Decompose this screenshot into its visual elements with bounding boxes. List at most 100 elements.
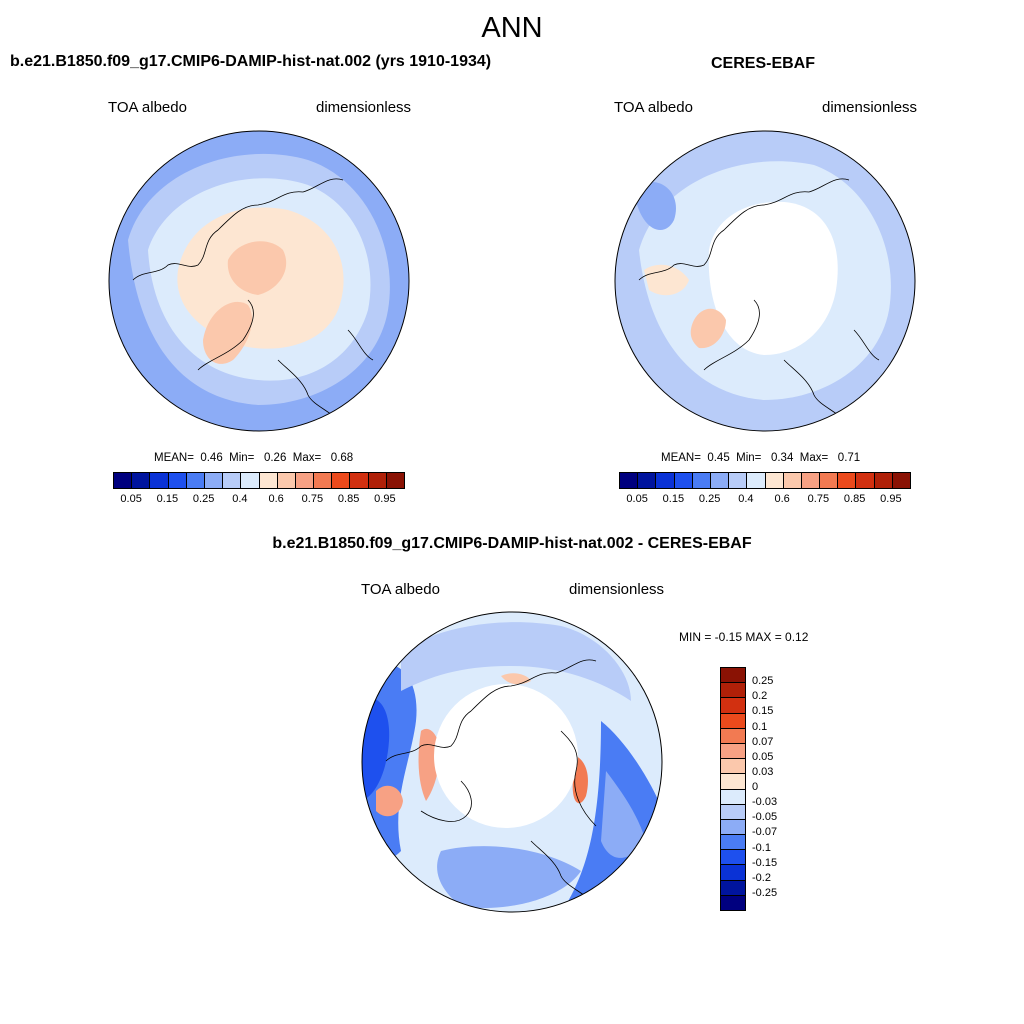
diff-colorbar [720, 667, 746, 911]
obs-variable-label: TOA albedo [614, 99, 693, 116]
colorbar-swatch [856, 473, 875, 488]
colorbar-swatch [747, 473, 766, 488]
map-coastline [132, 178, 374, 421]
model-mean-value: 0.46 [200, 452, 223, 464]
colorbar-tick-label: 0.6 [268, 493, 284, 505]
figure-title: ANN [481, 12, 543, 44]
map-negative-bottom [437, 846, 581, 908]
colorbar-swatch [368, 473, 387, 488]
obs-units-label: dimensionless [822, 99, 918, 116]
map-positive-ring-top [501, 673, 531, 685]
colorbar-tick-label: 0.6 [774, 493, 790, 505]
map-greenland-bright [690, 308, 726, 349]
colorbar-swatch [721, 819, 745, 836]
colorbar-swatch [721, 713, 745, 729]
colorbar-swatch [259, 473, 278, 488]
obs-max-value: 0.71 [837, 452, 861, 464]
diff-panel-title: b.e21.B1850.f09_g17.CMIP6-DAMIP-hist-nat… [272, 535, 752, 552]
map-coastline [638, 178, 880, 421]
colorbar-tick-label: 0.15 [752, 705, 774, 718]
colorbar-swatch [820, 473, 839, 488]
obs-max-label: Max= [799, 452, 829, 464]
map-positive-blob [376, 785, 403, 817]
colorbar-swatch [721, 668, 745, 684]
model-units-label: dimensionless [316, 99, 412, 116]
colorbar-swatch [277, 473, 296, 488]
colorbar-swatch [721, 895, 745, 910]
map-dark-patch-left [634, 181, 676, 230]
colorbar-swatch [710, 473, 730, 488]
colorbar-swatch [783, 473, 802, 488]
model-max-value: 0.68 [330, 452, 354, 464]
colorbar-swatch [332, 473, 351, 488]
colorbar-swatch [721, 743, 745, 760]
colorbar-swatch [350, 473, 369, 488]
colorbar-swatch [721, 880, 745, 896]
colorbar-swatch [314, 473, 333, 488]
map-arctic-mask [708, 201, 838, 355]
colorbar-tick-label: -0.07 [752, 826, 778, 839]
map-negative-left-dark [362, 697, 390, 801]
colorbar-tick-label: 0.95 [374, 493, 396, 505]
colorbar-swatch [721, 850, 745, 866]
colorbar-tick-label: 0.4 [738, 493, 754, 505]
model-variable-label: TOA albedo [108, 99, 187, 116]
colorbar-swatch [765, 473, 784, 488]
colorbar-tick-label: 0.25 [192, 493, 215, 505]
diff-variable-label: TOA albedo [361, 581, 440, 598]
obs-mean-value: 0.45 [707, 452, 730, 464]
colorbar-swatch [801, 473, 821, 488]
colorbar-swatch [638, 473, 657, 488]
colorbar-swatch [721, 774, 745, 790]
colorbar-swatch [838, 473, 857, 488]
model-colorbar [113, 472, 405, 489]
colorbar-swatch [186, 473, 205, 488]
map-negative-top [401, 622, 631, 701]
colorbar-tick-label: 0.75 [301, 493, 324, 505]
colorbar-swatch [721, 789, 745, 805]
model-min-label: Min= [229, 452, 255, 464]
colorbar-tick-label: 0.25 [752, 675, 774, 688]
colorbar-swatch [892, 473, 910, 488]
colorbar-tick-label: -0.25 [752, 886, 778, 899]
diff-polar-map [361, 611, 663, 913]
obs-min-value: 0.34 [770, 452, 794, 464]
map-arctic-core [227, 241, 287, 295]
colorbar-swatch [874, 473, 893, 488]
obs-mean-label: MEAN= [661, 452, 701, 464]
colorbar-tick-label: 0.4 [232, 493, 248, 505]
colorbar-swatch [721, 728, 745, 744]
obs-min-label: Min= [736, 452, 762, 464]
obs-polar-map [614, 130, 916, 432]
obs-stats: MEAN= 0.45 Min= 0.34 Max= 0.71 [661, 452, 860, 464]
colorbar-swatch [168, 473, 187, 488]
colorbar-swatch [223, 473, 242, 488]
colorbar-tick-label: 0 [752, 781, 759, 793]
colorbar-swatch [241, 473, 260, 488]
model-polar-map [108, 130, 410, 432]
colorbar-tick-label: 0.25 [698, 493, 721, 505]
colorbar-tick-label: -0.15 [752, 856, 778, 869]
colorbar-swatch [132, 473, 151, 488]
model-panel-title: b.e21.B1850.f09_g17.CMIP6-DAMIP-hist-nat… [10, 53, 492, 70]
colorbar-swatch [721, 804, 745, 820]
colorbar-tick-label: 0.05 [752, 750, 774, 763]
colorbar-swatch [386, 473, 404, 488]
map-coastline [385, 659, 597, 902]
colorbar-swatch [295, 473, 315, 488]
colorbar-tick-label: 0.75 [807, 493, 830, 505]
map-negative-right-light [601, 771, 646, 858]
colorbar-tick-label: 0.05 [626, 493, 648, 505]
colorbar-tick-label: 0.15 [662, 493, 685, 505]
colorbar-swatch [620, 473, 639, 488]
map-positive-ring-left [418, 728, 440, 801]
colorbar-tick-label: 0.05 [120, 493, 142, 505]
colorbar-swatch [721, 759, 745, 775]
colorbar-swatch [150, 473, 169, 488]
colorbar-swatch [721, 835, 745, 851]
colorbar-tick-label: -0.03 [752, 796, 778, 809]
colorbar-tick-label: 0.03 [752, 765, 774, 778]
diff-stats: MIN = -0.15 MAX = 0.12 [679, 630, 809, 644]
model-max-label: Max= [292, 452, 322, 464]
colorbar-swatch [721, 698, 745, 714]
